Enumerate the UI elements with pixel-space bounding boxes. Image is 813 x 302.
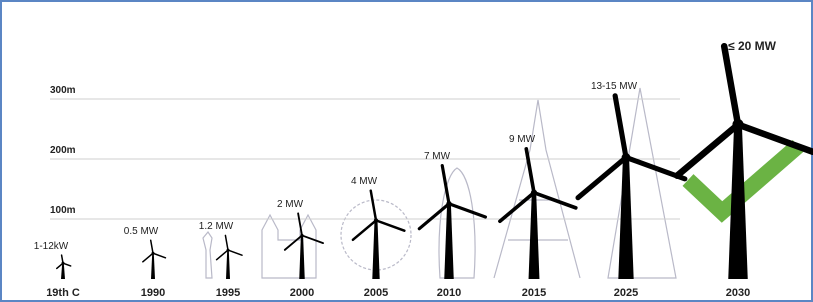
x-tick-label: 2015 [522,287,546,299]
hub [732,119,743,130]
frame [1,1,812,301]
y-tick-label: 300m [50,85,76,96]
rating-label: 13-15 MW [591,81,638,92]
x-tick-label: 2010 [437,287,461,299]
x-tick-label: 1990 [141,287,165,299]
hub [531,190,537,196]
rating-label: 2 MW [277,199,304,210]
x-tick-label: 2030 [726,287,750,299]
hub [374,218,378,222]
x-tick-label: 2005 [364,287,388,299]
hub [622,153,631,162]
rating-label: ≤ 20 MW [728,39,777,53]
hub [152,252,155,255]
hub [62,262,65,265]
rating-label: 7 MW [424,151,451,162]
rating-label: 4 MW [351,176,378,187]
x-tick-label: 2025 [614,287,638,299]
rating-label: 1.2 MW [199,221,234,232]
hub [300,234,303,237]
rating-label: 9 MW [509,134,536,145]
x-tick-label: 19th C [46,287,80,299]
y-tick-label: 100m [50,205,76,216]
hub [446,201,451,206]
rating-label: 0.5 MW [124,226,159,237]
chart: 100m 200m 300m 19th C 1-12kW 1990 0.5 MW 1995 1.… [0,0,813,302]
x-tick-label: 2000 [290,287,314,299]
y-tick-label: 200m [50,145,76,156]
rating-label: 1-12kW [34,241,69,252]
hub [227,249,230,252]
x-tick-label: 1995 [216,287,240,299]
